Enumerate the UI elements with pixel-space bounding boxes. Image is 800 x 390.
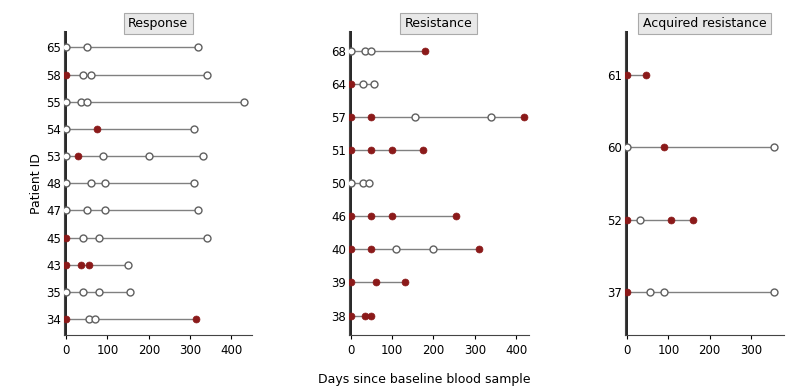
Y-axis label: Patient ID: Patient ID [30, 153, 43, 214]
Text: Days since baseline blood sample: Days since baseline blood sample [318, 373, 530, 386]
Title: Resistance: Resistance [405, 17, 473, 30]
Title: Response: Response [128, 17, 188, 30]
Title: Acquired resistance: Acquired resistance [642, 17, 766, 30]
